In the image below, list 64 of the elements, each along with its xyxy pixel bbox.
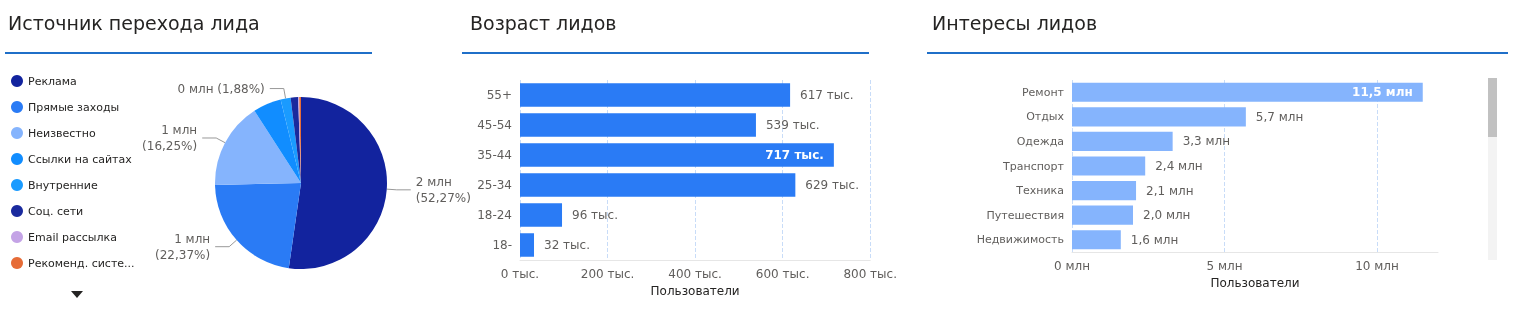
bar	[1072, 156, 1146, 176]
data-label: 2,4 млн	[1155, 159, 1203, 173]
y-tick-label: 25-34	[477, 178, 512, 192]
legend-label: Внутренние	[28, 178, 98, 192]
data-label: 1,6 млн	[1130, 232, 1179, 247]
data-label: 2,0 млн	[1143, 208, 1191, 223]
x-tick-label: 600 тыс.	[755, 267, 810, 281]
data-label: 2,1 млн	[1146, 183, 1194, 198]
x-axis-title: Пользователи	[650, 283, 740, 298]
x-tick-label: 0 тыс.	[500, 267, 540, 281]
bar	[520, 233, 535, 257]
data-label: 5,7 млн	[1255, 109, 1304, 124]
data-label: 3,3 млн	[1182, 134, 1231, 149]
bar	[1072, 205, 1133, 225]
y-tick-label: Путешествия	[986, 208, 1064, 222]
legend-label: Реклама	[28, 74, 77, 88]
data-label: 32 тыс.	[544, 238, 590, 252]
legend-label: Email рассылка	[28, 230, 117, 244]
x-tick-label: 800 тыс.	[843, 267, 898, 281]
data-label: 2 млн (52,27%)	[415, 174, 471, 205]
legend-label: Прямые заходы	[28, 100, 120, 114]
bar	[1072, 180, 1137, 201]
x-axis-title: Пользователи	[1210, 275, 1300, 290]
y-tick-label: 18-24	[477, 208, 512, 222]
legend-label: Рекоменд. систе...	[28, 256, 135, 270]
bar	[520, 173, 796, 197]
x-tick-label: 5 млн	[1206, 259, 1243, 273]
y-tick-label: 45-54	[477, 118, 512, 132]
bar	[1072, 131, 1173, 152]
data-label: 0 млн (1,88%)	[177, 81, 265, 96]
y-tick-label: 55+	[486, 88, 512, 102]
legend-label: Ссылки на сайтах	[28, 152, 133, 166]
chart-title: Интересы лидов	[932, 12, 1098, 34]
y-tick-label: Недвижимость	[976, 233, 1064, 247]
bar	[520, 203, 563, 227]
y-tick-label: Одежда	[1016, 134, 1064, 148]
y-tick-label: Транспорт	[1002, 159, 1065, 173]
chart-title: Возраст лидов	[470, 12, 617, 34]
y-tick-label: 35-44	[477, 148, 512, 162]
legend-label: Соц. сети	[28, 204, 84, 218]
data-label: 96 тыс.	[572, 208, 618, 222]
data-label: 717 тыс.	[765, 148, 824, 162]
y-tick-label: Ремонт	[1021, 85, 1065, 99]
data-label: 1 млн (22,37%)	[155, 231, 211, 262]
x-tick-label: 10 млн	[1355, 259, 1399, 273]
bar	[1072, 230, 1121, 250]
bar	[520, 113, 756, 137]
data-label: 1 млн (16,25%)	[142, 123, 198, 153]
data-label: 11,5 млн	[1352, 85, 1413, 100]
y-tick-label: Техника	[1015, 184, 1064, 198]
x-tick-label: 200 тыс.	[580, 267, 635, 281]
legend-label: Неизвестно	[28, 126, 96, 140]
x-tick-label: 0 млн	[1053, 259, 1091, 273]
y-tick-label: 18-	[492, 238, 512, 252]
data-label: 617 тыс.	[800, 88, 854, 102]
chart-title: Источник перехода лида	[8, 12, 260, 34]
bar	[1072, 82, 1423, 102]
bar	[1072, 107, 1246, 127]
y-tick-label: Отдых	[1026, 110, 1065, 124]
bar	[520, 143, 834, 167]
x-tick-label: 400 тыс.	[668, 267, 722, 281]
data-label: 629 тыс.	[805, 178, 859, 192]
data-label: 539 тыс.	[765, 118, 820, 132]
bar	[520, 83, 791, 107]
